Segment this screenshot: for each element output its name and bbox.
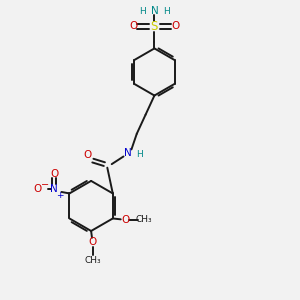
Text: O: O xyxy=(129,21,137,31)
Text: +: + xyxy=(56,191,63,200)
Text: O: O xyxy=(50,169,58,179)
Text: H: H xyxy=(136,150,142,159)
Text: S: S xyxy=(151,20,158,33)
Text: N: N xyxy=(124,148,132,158)
Text: O: O xyxy=(34,184,42,194)
Text: −: − xyxy=(41,181,50,190)
Text: N: N xyxy=(50,184,58,194)
Text: O: O xyxy=(83,150,92,160)
Text: O: O xyxy=(88,237,97,247)
Text: O: O xyxy=(172,21,180,31)
Text: N: N xyxy=(151,6,158,16)
Text: CH₃: CH₃ xyxy=(84,256,101,265)
Text: CH₃: CH₃ xyxy=(135,215,152,224)
Text: O: O xyxy=(121,215,129,225)
Text: H: H xyxy=(163,7,169,16)
Text: H: H xyxy=(139,7,146,16)
